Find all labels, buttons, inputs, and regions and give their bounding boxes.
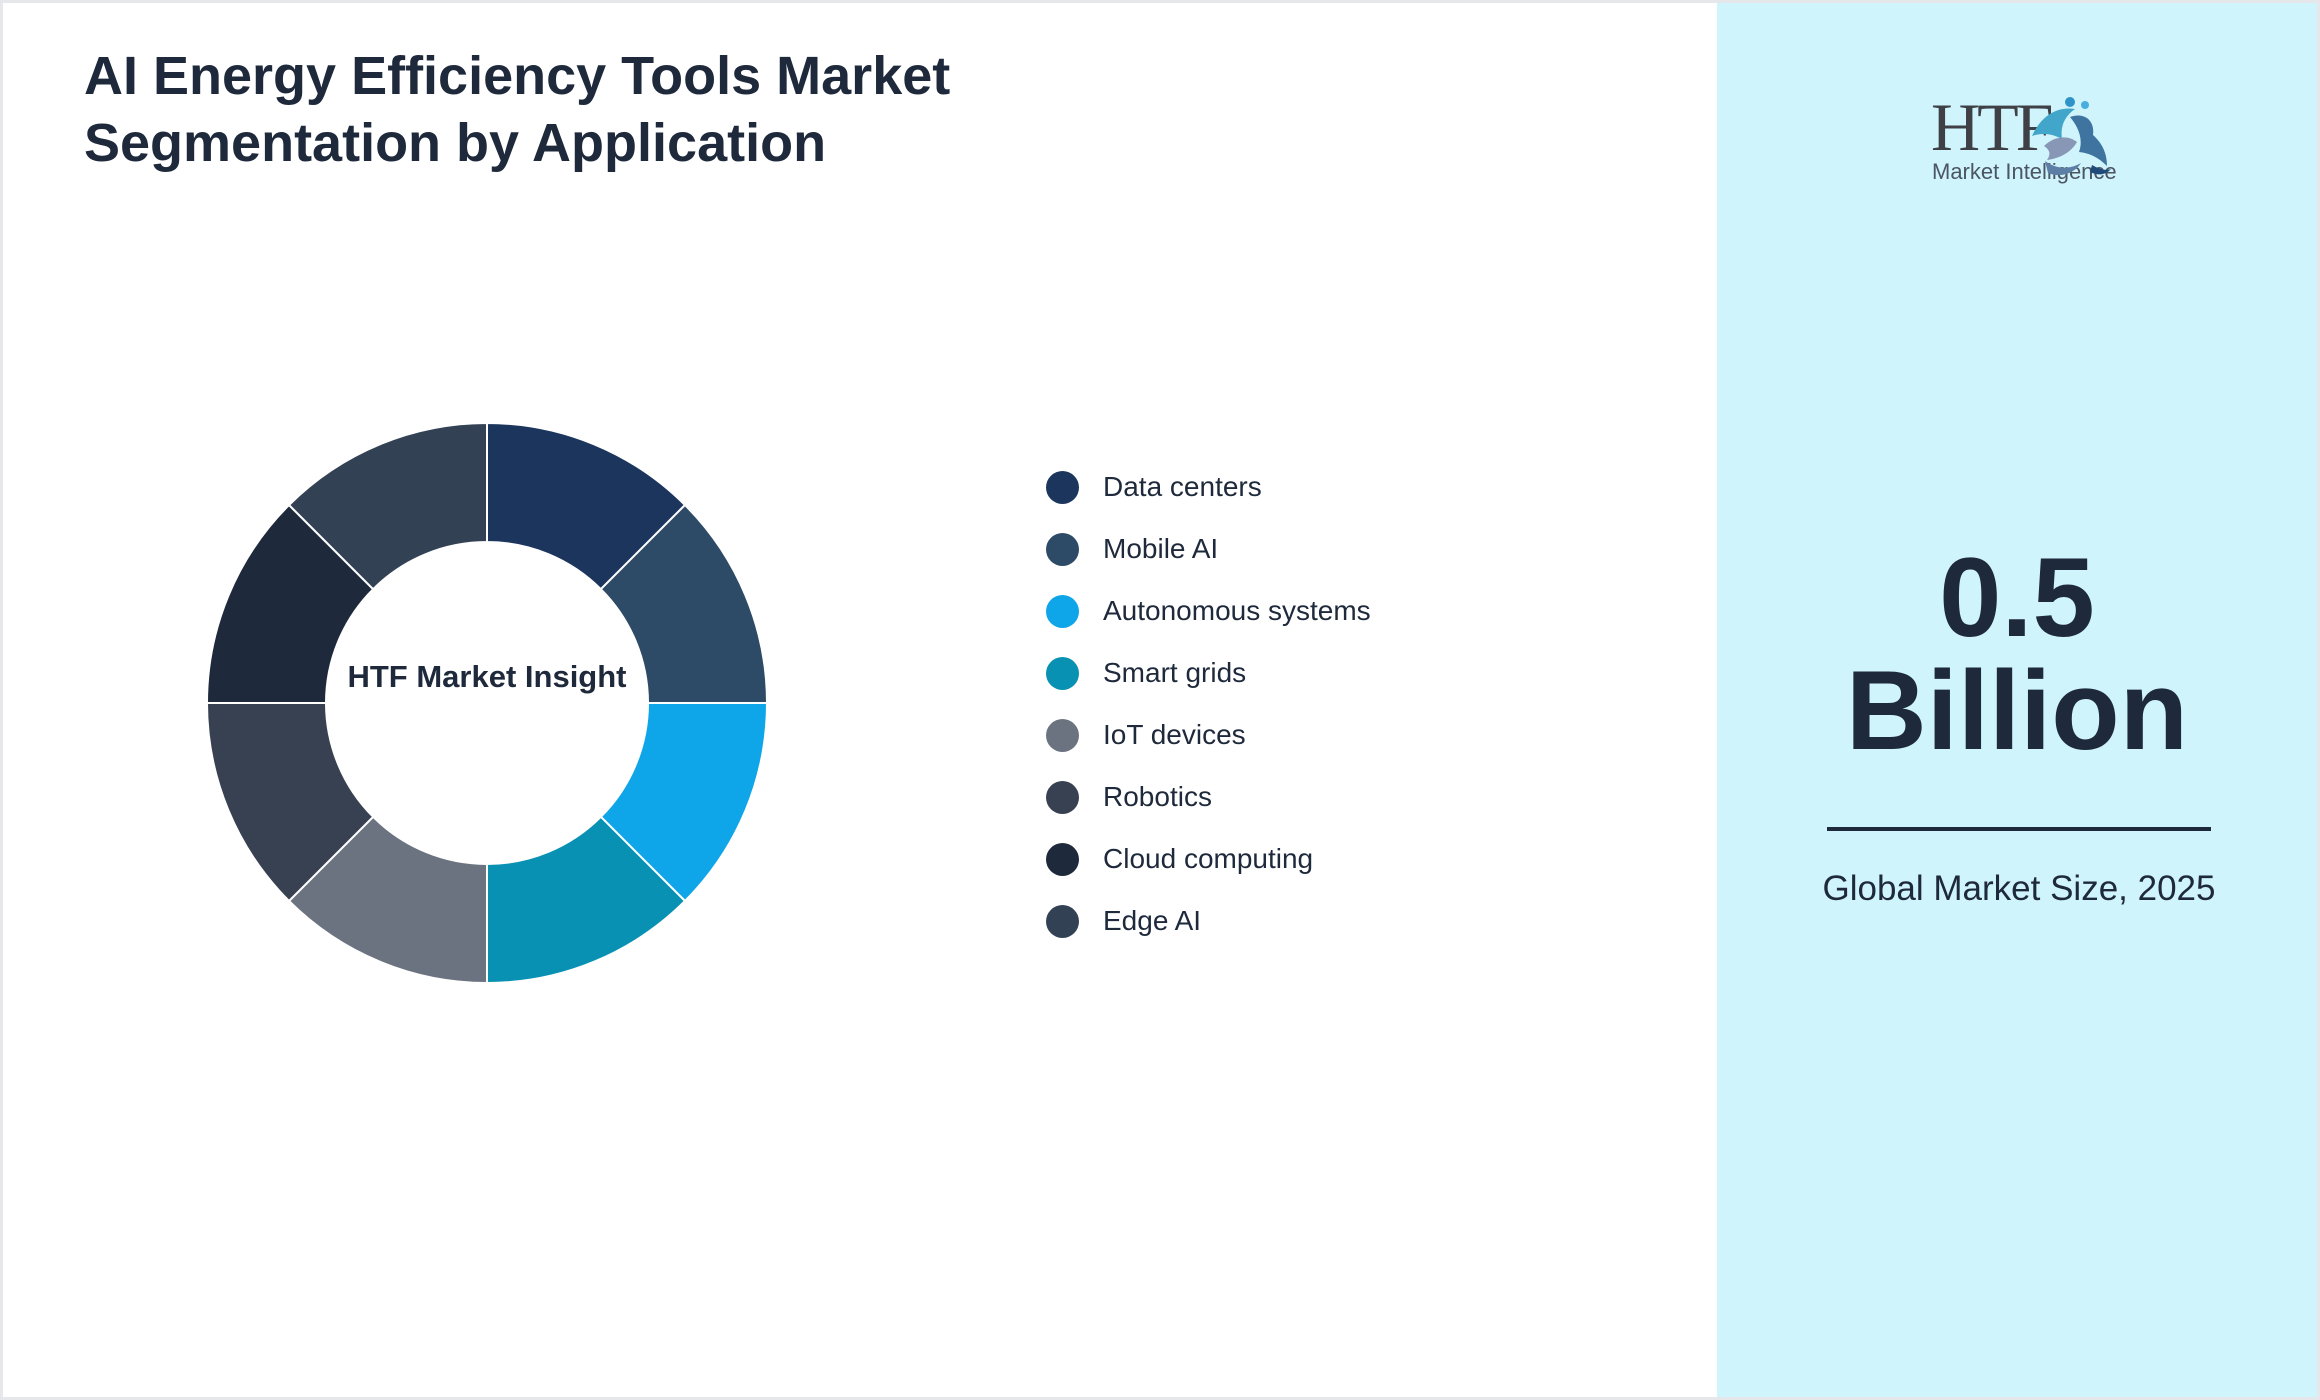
legend-swatch-cloud-computing	[1046, 843, 1079, 876]
legend-label-robotics: Robotics	[1103, 781, 1212, 812]
legend-swatch-iot-devices	[1046, 719, 1079, 752]
logo-subtext: Market Intelligence	[1932, 159, 2117, 184]
legend-label-autonomous-systems: Autonomous systems	[1103, 595, 1371, 626]
htf-logo-mark: HTF Market Intelligence	[1931, 89, 2117, 184]
chart-panel: AI Energy Efficiency Tools Market Segmen…	[3, 3, 1717, 1397]
legend-item-mobile-ai: Mobile AI	[1046, 530, 1466, 592]
chart-title: AI Energy Efficiency Tools Market Segmen…	[84, 46, 951, 173]
legend-item-edge-ai: Edge AI	[1046, 902, 1466, 964]
legend-label-data-centers: Data centers	[1103, 471, 1262, 502]
legend-item-cloud-computing: Cloud computing	[1046, 840, 1466, 902]
legend-swatch-edge-ai	[1046, 905, 1079, 938]
market-size-divider	[1827, 827, 2211, 831]
legend-label-cloud-computing: Cloud computing	[1103, 843, 1314, 874]
donut-center-label: HTF Market Insight	[347, 659, 627, 694]
legend-item-autonomous-systems: Autonomous systems	[1046, 592, 1466, 654]
market-size-value-block: 0.5 Billion	[1777, 541, 2257, 767]
legend-swatch-mobile-ai	[1046, 533, 1079, 566]
legend-label-edge-ai: Edge AI	[1103, 905, 1202, 936]
donut-slice-edge-ai	[287, 421, 488, 591]
legend-label-mobile-ai: Mobile AI	[1103, 533, 1219, 564]
legend-swatch-robotics	[1046, 781, 1079, 814]
legend-item-robotics: Robotics	[1046, 778, 1466, 840]
htf-market-intelligence-logo: HTF Market Intelligence	[1924, 78, 2117, 193]
legend-item-iot-devices: IoT devices	[1046, 716, 1466, 778]
legend-swatch-data-centers	[1046, 471, 1079, 504]
market-size-unit: Billion	[1845, 648, 2189, 773]
legend-label-iot-devices: IoT devices	[1103, 719, 1246, 750]
legend-item-smart-grids: Smart grids	[1046, 654, 1466, 716]
logo-htf-text: HTF	[1931, 89, 2052, 165]
market-size-panel: HTF Market Intelligence 0.5 Billion Glob…	[1717, 3, 2317, 1397]
logo-mark-icon	[2032, 97, 2111, 176]
legend-swatch-autonomous-systems	[1046, 595, 1079, 628]
legend-item-data-centers: Data centers	[1046, 468, 1466, 530]
market-size-caption: Global Market Size, 2025	[1822, 869, 2216, 908]
market-size-number: 0.5	[1939, 535, 2095, 660]
donut-chart-container: HTF Market Insight	[199, 415, 775, 991]
legend-label-smart-grids: Smart grids	[1103, 657, 1247, 688]
chart-legend: Data centers Mobile AI Autonomous system…	[1046, 468, 1466, 964]
legend-swatch-smart-grids	[1046, 657, 1079, 690]
donut-chart	[205, 421, 769, 985]
